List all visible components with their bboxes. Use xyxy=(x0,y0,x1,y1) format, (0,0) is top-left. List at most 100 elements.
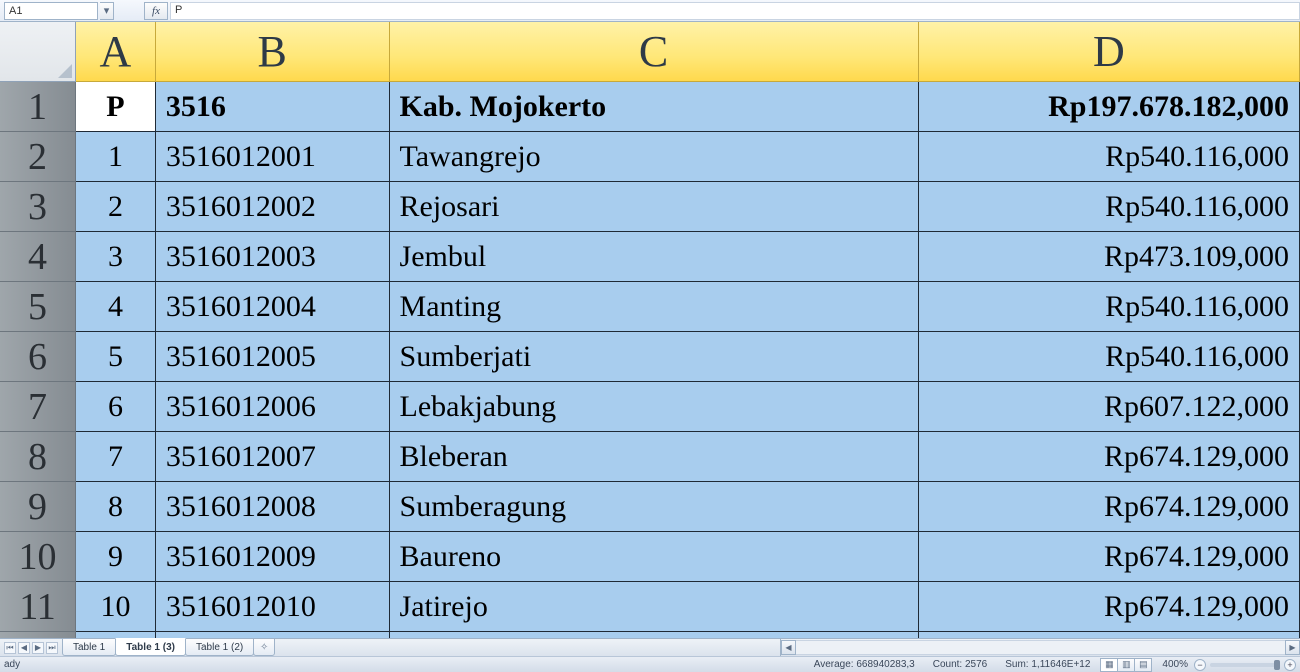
worksheet-area: ABCD 1234567891011 P3516Kab. MojokertoRp… xyxy=(0,22,1300,638)
cell-D[interactable]: Rp540.116,000 xyxy=(919,332,1300,382)
column-header-B[interactable]: B xyxy=(156,22,390,82)
cell-C[interactable]: Jembul xyxy=(390,232,919,282)
cell-A[interactable]: 5 xyxy=(76,332,156,382)
cell-C[interactable]: Manting xyxy=(390,282,919,332)
cell-C[interactable]: Sumberjati xyxy=(390,332,919,382)
cell-D[interactable]: Rp197.678.182,000 xyxy=(919,82,1300,132)
cell-C[interactable]: Rejosari xyxy=(390,182,919,232)
table-row: 53516012005SumberjatiRp540.116,000 xyxy=(76,332,1300,382)
cell-D[interactable]: Rp674.129,000 xyxy=(919,482,1300,532)
tab-last-button[interactable]: ⏭ xyxy=(46,642,58,654)
zoom-in-button[interactable]: + xyxy=(1284,659,1296,671)
zoom-track[interactable] xyxy=(1210,663,1280,667)
column-header-A[interactable]: A xyxy=(76,22,156,82)
status-count: Count: 2576 xyxy=(933,659,988,670)
cell-B[interactable]: 3516012003 xyxy=(156,232,390,282)
cells-grid[interactable]: P3516Kab. MojokertoRp197.678.182,0001351… xyxy=(76,82,1300,644)
row-header-7[interactable]: 7 xyxy=(0,382,76,432)
cell-C[interactable]: Sumberagung xyxy=(390,482,919,532)
tab-prev-button[interactable]: ◀ xyxy=(18,642,30,654)
row-header-3[interactable]: 3 xyxy=(0,182,76,232)
cell-A[interactable]: 3 xyxy=(76,232,156,282)
horizontal-scrollbar[interactable]: ◀ ▶ xyxy=(780,639,1300,656)
row-header-9[interactable]: 9 xyxy=(0,482,76,532)
cell-D[interactable]: Rp540.116,000 xyxy=(919,132,1300,182)
tab-first-button[interactable]: ⏮ xyxy=(4,642,16,654)
zoom-out-button[interactable]: − xyxy=(1194,659,1206,671)
cell-B[interactable]: 3516012002 xyxy=(156,182,390,232)
scroll-track[interactable] xyxy=(796,640,1285,655)
cell-B[interactable]: 3516012010 xyxy=(156,582,390,632)
new-sheet-button[interactable]: ✧ xyxy=(253,639,275,656)
cell-B[interactable]: 3516012006 xyxy=(156,382,390,432)
name-box-dropdown[interactable]: ▾ xyxy=(100,2,114,20)
cell-A[interactable]: P xyxy=(76,82,156,132)
row-header-1[interactable]: 1 xyxy=(0,82,76,132)
cell-C[interactable]: Kab. Mojokerto xyxy=(390,82,919,132)
cell-B[interactable]: 3516 xyxy=(156,82,390,132)
sheet-tab[interactable]: Table 1 (2) xyxy=(185,639,254,656)
cell-D[interactable]: Rp540.116,000 xyxy=(919,182,1300,232)
table-row: P3516Kab. MojokertoRp197.678.182,000 xyxy=(76,82,1300,132)
cell-C[interactable]: Lebakjabung xyxy=(390,382,919,432)
cell-A[interactable]: 4 xyxy=(76,282,156,332)
fx-icon: fx xyxy=(152,5,160,17)
row-header-5[interactable]: 5 xyxy=(0,282,76,332)
cell-B[interactable]: 3516012007 xyxy=(156,432,390,482)
cell-D[interactable]: Rp674.129,000 xyxy=(919,532,1300,582)
row-header-6[interactable]: 6 xyxy=(0,332,76,382)
row-header-4[interactable]: 4 xyxy=(0,232,76,282)
cell-B[interactable]: 3516012008 xyxy=(156,482,390,532)
table-row: 23516012002RejosariRp540.116,000 xyxy=(76,182,1300,232)
zoom-percentage[interactable]: 400% xyxy=(1162,659,1188,670)
row-header-2[interactable]: 2 xyxy=(0,132,76,182)
table-row: 33516012003JembulRp473.109,000 xyxy=(76,232,1300,282)
name-box[interactable]: A1 xyxy=(4,2,98,20)
scroll-right-button[interactable]: ▶ xyxy=(1285,640,1300,655)
cell-A[interactable]: 8 xyxy=(76,482,156,532)
cell-D[interactable]: Rp540.116,000 xyxy=(919,282,1300,332)
column-header-C[interactable]: C xyxy=(390,22,919,82)
cell-A[interactable]: 9 xyxy=(76,532,156,582)
cell-C[interactable]: Baureno xyxy=(390,532,919,582)
cell-A[interactable]: 6 xyxy=(76,382,156,432)
cell-C[interactable]: Jatirejo xyxy=(390,582,919,632)
view-page-break-button[interactable]: ▤ xyxy=(1134,658,1152,672)
cell-D[interactable]: Rp473.109,000 xyxy=(919,232,1300,282)
formula-input[interactable]: P xyxy=(170,2,1300,20)
cell-D[interactable]: Rp607.122,000 xyxy=(919,382,1300,432)
cell-B[interactable]: 3516012005 xyxy=(156,332,390,382)
cell-B[interactable]: 3516012004 xyxy=(156,282,390,332)
column-header-D[interactable]: D xyxy=(919,22,1300,82)
cell-C[interactable]: Tawangrejo xyxy=(390,132,919,182)
view-page-layout-button[interactable]: ▥ xyxy=(1117,658,1135,672)
scroll-left-button[interactable]: ◀ xyxy=(781,640,796,655)
sheet-tabs: Table 1Table 1 (3)Table 1 (2)✧ xyxy=(62,639,274,656)
status-bar: ady Average: 668940283,3 Count: 2576 Sum… xyxy=(0,656,1300,672)
insert-function-button[interactable]: fx xyxy=(144,2,168,20)
sheet-tab[interactable]: Table 1 xyxy=(62,639,116,656)
zoom-slider: − + xyxy=(1194,659,1296,671)
row-header-10[interactable]: 10 xyxy=(0,532,76,582)
cell-C[interactable]: Bleberan xyxy=(390,432,919,482)
cell-A[interactable]: 7 xyxy=(76,432,156,482)
row-header-8[interactable]: 8 xyxy=(0,432,76,482)
cell-A[interactable]: 10 xyxy=(76,582,156,632)
cell-B[interactable]: 3516012009 xyxy=(156,532,390,582)
status-average: Average: 668940283,3 xyxy=(814,659,915,670)
sheet-tab[interactable]: Table 1 (3) xyxy=(115,638,186,656)
cell-D[interactable]: Rp674.129,000 xyxy=(919,582,1300,632)
table-row: 93516012009BaurenoRp674.129,000 xyxy=(76,532,1300,582)
tab-next-button[interactable]: ▶ xyxy=(32,642,44,654)
cell-D[interactable]: Rp674.129,000 xyxy=(919,432,1300,482)
cell-B[interactable]: 3516012001 xyxy=(156,132,390,182)
cell-A[interactable]: 1 xyxy=(76,132,156,182)
status-mode: ady xyxy=(4,659,20,670)
row-header-11[interactable]: 11 xyxy=(0,582,76,632)
select-all-corner[interactable] xyxy=(0,22,76,82)
view-normal-button[interactable]: ▦ xyxy=(1100,658,1118,672)
row-headers: 1234567891011 xyxy=(0,82,76,644)
table-row: 83516012008SumberagungRp674.129,000 xyxy=(76,482,1300,532)
table-row: 43516012004MantingRp540.116,000 xyxy=(76,282,1300,332)
cell-A[interactable]: 2 xyxy=(76,182,156,232)
